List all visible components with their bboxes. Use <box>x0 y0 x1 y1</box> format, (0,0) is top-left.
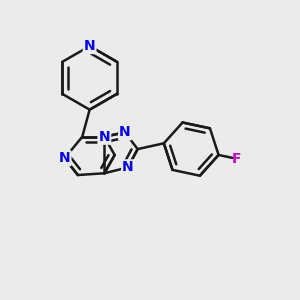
Text: N: N <box>122 160 134 174</box>
Text: N: N <box>59 151 70 165</box>
Text: N: N <box>119 125 131 139</box>
Text: N: N <box>84 39 95 53</box>
Text: N: N <box>98 130 110 144</box>
Text: F: F <box>232 152 242 166</box>
